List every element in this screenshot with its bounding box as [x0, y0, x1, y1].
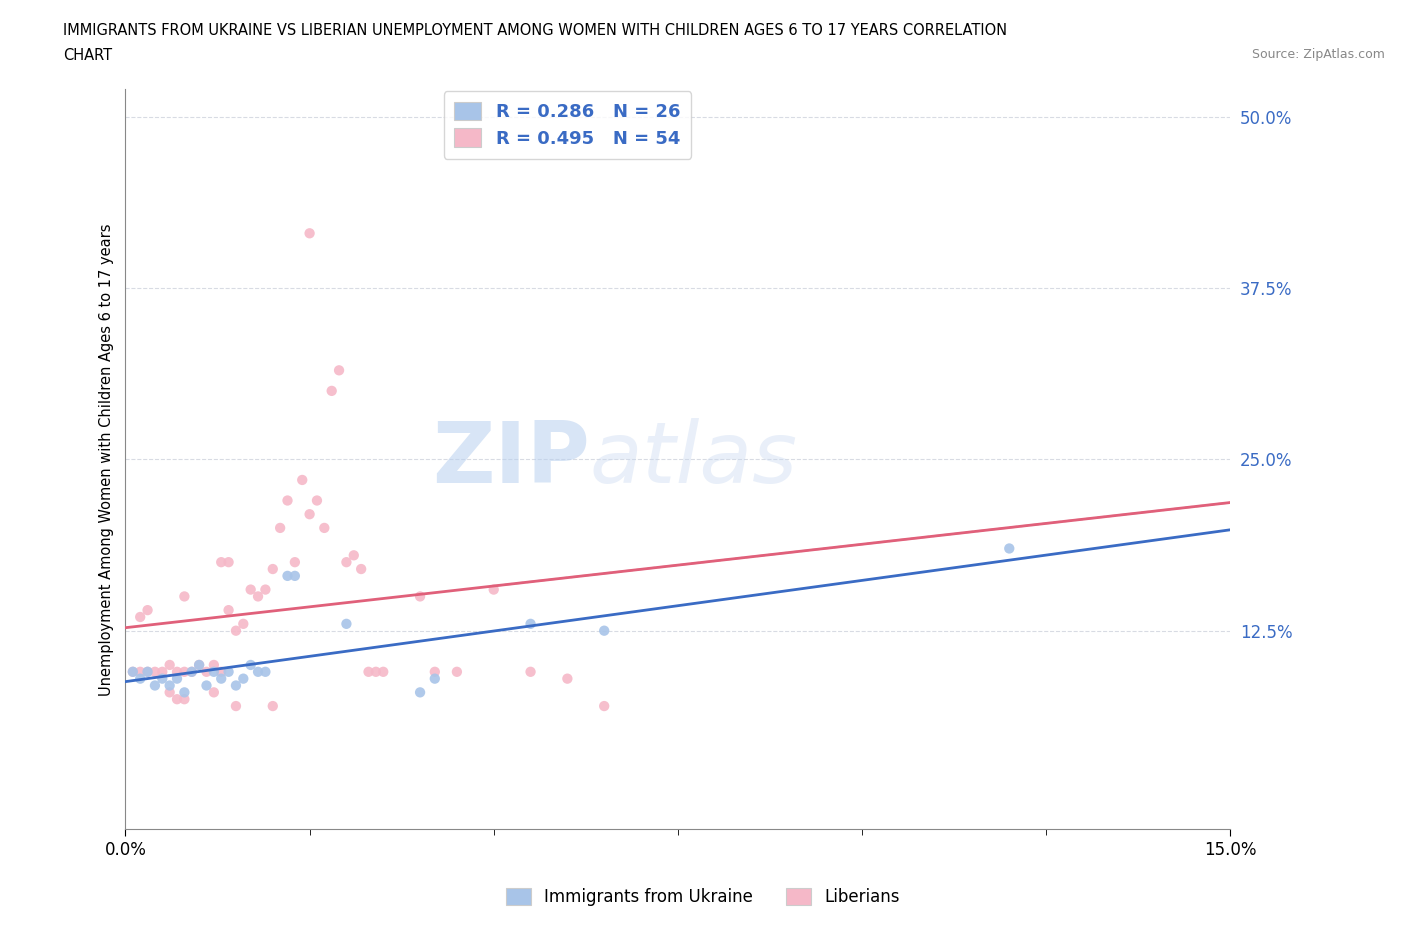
Point: [350, 562, 373, 577]
Text: Source: ZipAtlas.com: Source: ZipAtlas.com: [1251, 48, 1385, 61]
Text: CHART: CHART: [63, 48, 112, 63]
Point: [298, 507, 321, 522]
Point: [423, 671, 446, 686]
Point: [357, 664, 380, 679]
Point: [305, 493, 328, 508]
Point: [254, 582, 277, 597]
Point: [519, 617, 541, 631]
Point: [166, 692, 188, 707]
Point: [314, 521, 336, 536]
Point: [136, 664, 159, 679]
Text: IMMIGRANTS FROM UKRAINE VS LIBERIAN UNEMPLOYMENT AMONG WOMEN WITH CHILDREN AGES : IMMIGRANTS FROM UKRAINE VS LIBERIAN UNEM…: [63, 23, 1007, 38]
Point: [195, 664, 218, 679]
Point: [173, 589, 195, 604]
Point: [159, 658, 181, 672]
Point: [276, 493, 298, 508]
Point: [136, 664, 159, 679]
Point: [284, 568, 307, 583]
Point: [180, 664, 202, 679]
Point: [180, 664, 202, 679]
Point: [159, 684, 181, 699]
Point: [262, 698, 284, 713]
Point: [225, 698, 247, 713]
Point: [409, 589, 432, 604]
Point: [121, 664, 143, 679]
Point: [423, 664, 446, 679]
Point: [143, 678, 166, 693]
Legend: R = 0.286   N = 26, R = 0.495   N = 54: R = 0.286 N = 26, R = 0.495 N = 54: [443, 91, 692, 159]
Point: [446, 664, 468, 679]
Point: [159, 678, 181, 693]
Point: [209, 671, 232, 686]
Point: [136, 603, 159, 618]
Point: [593, 698, 616, 713]
Point: [239, 658, 262, 672]
Point: [373, 664, 395, 679]
Point: [335, 554, 357, 569]
Point: [247, 589, 270, 604]
Point: [364, 664, 387, 679]
Point: [202, 664, 225, 679]
Point: [593, 623, 616, 638]
Point: [225, 678, 247, 693]
Point: [409, 684, 432, 699]
Point: [188, 658, 211, 672]
Point: [150, 664, 173, 679]
Point: [269, 521, 291, 536]
Text: atlas: atlas: [589, 418, 797, 501]
Point: [557, 671, 579, 686]
Point: [218, 554, 240, 569]
Point: [202, 658, 225, 672]
Point: [209, 664, 232, 679]
Point: [209, 554, 232, 569]
Point: [195, 678, 218, 693]
Point: [519, 664, 541, 679]
Point: [173, 664, 195, 679]
Point: [232, 617, 254, 631]
Point: [121, 664, 143, 679]
Point: [247, 664, 270, 679]
Point: [166, 664, 188, 679]
Point: [284, 554, 307, 569]
Point: [129, 609, 152, 624]
Point: [218, 664, 240, 679]
Point: [225, 623, 247, 638]
Point: [173, 684, 195, 699]
Point: [218, 603, 240, 618]
Point: [232, 671, 254, 686]
Point: [328, 363, 350, 378]
Legend: Immigrants from Ukraine, Liberians: Immigrants from Ukraine, Liberians: [499, 881, 907, 912]
Point: [173, 692, 195, 707]
Point: [143, 664, 166, 679]
Point: [202, 684, 225, 699]
Point: [298, 226, 321, 241]
Point: [188, 658, 211, 672]
Point: [291, 472, 314, 487]
Point: [335, 617, 357, 631]
Text: ZIP: ZIP: [432, 418, 589, 501]
Point: [482, 582, 505, 597]
Point: [998, 541, 1021, 556]
Point: [129, 671, 152, 686]
Point: [166, 671, 188, 686]
Point: [239, 582, 262, 597]
Point: [150, 671, 173, 686]
Point: [321, 383, 343, 398]
Point: [129, 664, 152, 679]
Y-axis label: Unemployment Among Women with Children Ages 6 to 17 years: Unemployment Among Women with Children A…: [100, 223, 114, 696]
Point: [343, 548, 366, 563]
Point: [262, 562, 284, 577]
Point: [254, 664, 277, 679]
Point: [276, 568, 298, 583]
